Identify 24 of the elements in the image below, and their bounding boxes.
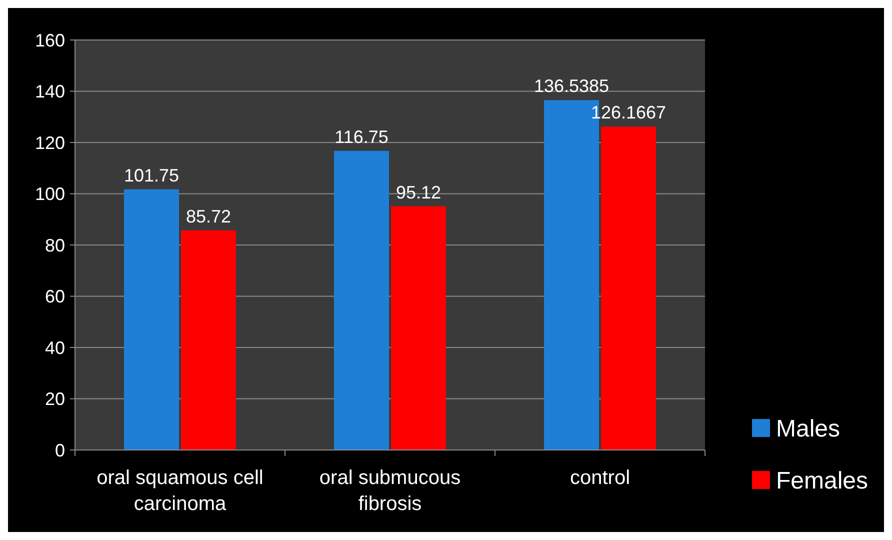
y-tick-label: 120	[34, 132, 65, 153]
y-tick-label: 20	[44, 389, 65, 410]
x-tick-label: control	[570, 467, 630, 489]
data-label: 136.5385	[534, 76, 610, 96]
y-tick-label: 80	[44, 235, 65, 256]
data-label: 85.72	[186, 206, 232, 226]
x-tick-label: oral submucous fibrosis	[319, 467, 461, 515]
y-tick-label: 0	[54, 440, 65, 460]
y-tick-label: 160	[34, 30, 65, 50]
legend-label: Males	[776, 415, 840, 442]
data-label: 116.75	[334, 126, 388, 147]
x-tick-label: oral squamous cell carcinoma	[96, 467, 264, 515]
bar	[391, 206, 446, 450]
y-tick-label: 140	[34, 82, 65, 102]
bar	[334, 150, 389, 450]
y-tick-label: 40	[44, 338, 65, 358]
data-label: 95.12	[396, 182, 442, 202]
y-tick-label: 60	[44, 286, 65, 307]
legend-label: Females	[776, 467, 868, 494]
bar	[601, 126, 656, 450]
data-label: 101.75	[124, 165, 180, 186]
bar	[181, 230, 236, 450]
y-tick-label: 100	[34, 184, 65, 204]
bar	[124, 189, 179, 450]
